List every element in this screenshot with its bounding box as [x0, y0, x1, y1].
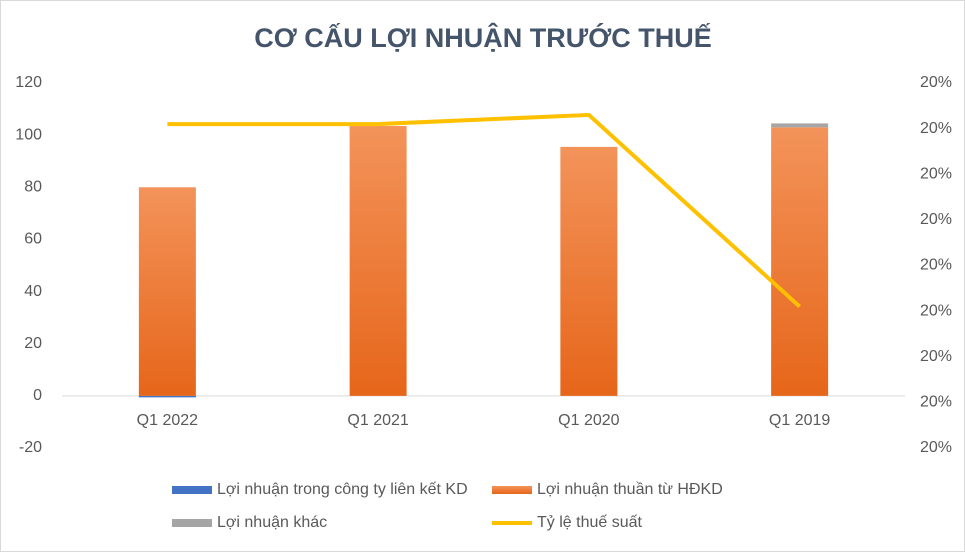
x-tick-label: Q1 2021: [347, 412, 408, 429]
y-tick-label: 60: [24, 231, 42, 248]
x-tick-label: Q1 2019: [769, 412, 830, 429]
chart-title: CƠ CẤU LỢI NHUẬN TRƯỚC THUẾ: [254, 22, 711, 53]
bar: [771, 123, 829, 128]
legend-label: Lợi nhuận khác: [217, 514, 327, 531]
y-tick-label: 100: [15, 126, 42, 143]
bar: [560, 146, 618, 396]
y-tick-label: 120: [15, 74, 42, 91]
y2-tick-label: 20%: [920, 211, 952, 228]
line-series: [167, 112, 801, 309]
legend-swatch: [172, 519, 212, 527]
y2-tick-label: 20%: [920, 394, 952, 411]
bar: [349, 126, 407, 396]
bar: [138, 187, 196, 396]
bar: [771, 127, 829, 396]
y2-tick-label: 20%: [920, 348, 952, 365]
bar: [138, 395, 196, 398]
y-tick-label: 40: [24, 283, 42, 300]
legend-label: Tỷ lệ thuế suất: [537, 514, 643, 531]
y2-tick-label: 20%: [920, 302, 952, 319]
y2-tick-label: 20%: [920, 120, 952, 137]
y-tick-label: 20: [24, 335, 42, 352]
y2-tick-label: 20%: [920, 257, 952, 274]
legend-swatch: [492, 486, 532, 494]
y-tick-label: 0: [33, 387, 42, 404]
legend-label: Lợi nhuận thuần từ HĐKD: [537, 481, 723, 498]
y2-tick-label: 20%: [920, 165, 952, 182]
legend-swatch: [172, 486, 212, 494]
y2-tick-label: 20%: [920, 439, 952, 456]
legend-label: Lợi nhuận trong công ty liên kết KD: [217, 481, 468, 498]
x-tick-label: Q1 2022: [137, 412, 198, 429]
x-tick-label: Q1 2020: [558, 412, 619, 429]
y2-tick-label: 20%: [920, 74, 952, 91]
y-tick-label: -20: [19, 439, 42, 456]
y-tick-label: 80: [24, 179, 42, 196]
